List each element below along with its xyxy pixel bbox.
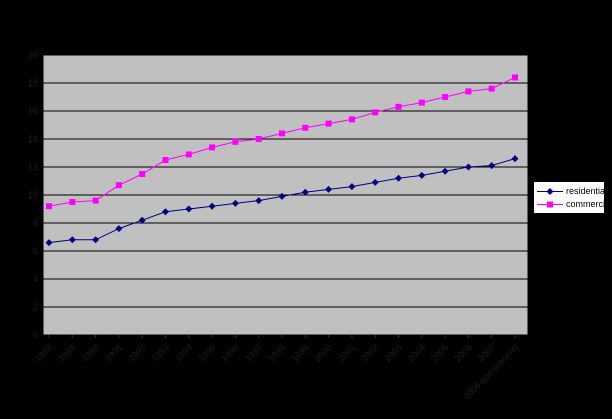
- data-point-residential: [418, 171, 426, 179]
- x-axis-tick-label: 1996: [220, 342, 241, 363]
- legend-item-commercial: commercial: [537, 199, 612, 209]
- x-axis-tick-label: 1990: [80, 342, 101, 363]
- data-point-residential: [162, 208, 169, 216]
- x-axis-tick-label: 1993: [150, 342, 171, 363]
- data-point-commercial: [395, 103, 402, 110]
- y-axis-tick-label: 8: [33, 218, 38, 228]
- data-point-residential: [371, 178, 379, 186]
- data-point-residential: [301, 188, 309, 196]
- data-point-commercial: [279, 130, 285, 137]
- data-point-commercial: [255, 136, 262, 142]
- legend-label: commercial: [566, 199, 612, 209]
- data-point-commercial: [442, 94, 449, 100]
- data-point-commercial: [185, 151, 192, 158]
- y-axis-tick-label: 2: [33, 302, 38, 312]
- plot-border: [42, 54, 529, 336]
- data-point-residential: [488, 162, 496, 170]
- data-point-residential: [208, 202, 216, 210]
- y-axis-tick-label: 18: [28, 78, 38, 88]
- x-axis-tick-label: 1998: [266, 342, 287, 363]
- y-axis-tick-label: 20: [28, 50, 38, 60]
- legend: residential commercial: [533, 181, 612, 214]
- data-point-residential: [92, 236, 100, 244]
- y-axis-tick-label: 4: [33, 274, 38, 284]
- x-axis-tick-label: 1995: [196, 342, 217, 363]
- x-axis-tick-label: 2004: [406, 342, 427, 363]
- data-point-commercial: [418, 99, 425, 106]
- data-point-residential: [231, 199, 239, 207]
- data-point-residential: [325, 185, 333, 193]
- x-axis-tick-label: 1991: [103, 342, 124, 363]
- x-axis-tick-label: 2005: [429, 342, 450, 363]
- x-axis-tick-label: 1989: [56, 342, 77, 363]
- data-point-commercial: [209, 144, 216, 151]
- y-axis-tick-label: 0: [33, 330, 38, 340]
- x-axis-tick-label: 1994: [173, 342, 194, 363]
- data-point-residential: [511, 155, 519, 163]
- data-point-commercial: [488, 85, 495, 92]
- data-point-commercial: [162, 157, 169, 163]
- data-point-commercial: [512, 74, 518, 81]
- data-point-residential: [278, 192, 286, 200]
- legend-square-marker-icon: [537, 201, 563, 207]
- data-point-commercial: [46, 203, 52, 210]
- y-axis-tick-label: 16: [28, 106, 38, 116]
- legend-label: residential: [566, 186, 608, 196]
- data-point-residential: [115, 225, 123, 233]
- legend-item-residential: residential: [537, 186, 607, 196]
- data-point-commercial: [372, 109, 379, 116]
- x-axis-tick-label: 2006: [453, 342, 474, 363]
- data-point-commercial: [232, 138, 239, 145]
- y-axis-tick-label: 14: [28, 134, 38, 144]
- x-axis-tick-label: 2000: [313, 342, 334, 363]
- data-point-commercial: [115, 182, 122, 189]
- x-axis-tick-label: 1988: [33, 342, 54, 363]
- x-axis-tick-label: 1992: [126, 342, 147, 363]
- data-point-commercial: [348, 116, 355, 123]
- data-point-residential: [138, 216, 146, 224]
- y-axis-tick-label: 6: [33, 246, 38, 256]
- data-point-commercial: [325, 120, 332, 127]
- data-point-residential: [68, 236, 76, 244]
- data-point-commercial: [69, 199, 76, 205]
- y-axis-tick-label: 10: [28, 190, 38, 200]
- data-point-commercial: [302, 124, 309, 131]
- x-axis-tick-label: 1999: [289, 342, 310, 363]
- x-axis-tick-label: 2002: [359, 342, 380, 363]
- y-axis-tick-label: 12: [28, 162, 38, 172]
- data-point-residential: [45, 239, 53, 247]
- x-axis-tick-label: 2003: [383, 342, 404, 363]
- data-point-commercial: [139, 171, 146, 177]
- x-axis-tick-label: 1997: [243, 342, 264, 363]
- data-point-residential: [395, 174, 402, 182]
- data-point-residential: [348, 183, 356, 191]
- data-point-residential: [255, 197, 263, 205]
- x-axis-tick-label: 2001: [336, 342, 357, 363]
- data-point-residential: [185, 205, 193, 213]
- data-point-residential: [441, 167, 449, 175]
- data-point-residential: [464, 163, 472, 171]
- legend-diamond-marker-icon: [537, 187, 563, 195]
- data-point-commercial: [465, 88, 472, 95]
- data-point-commercial: [92, 197, 99, 204]
